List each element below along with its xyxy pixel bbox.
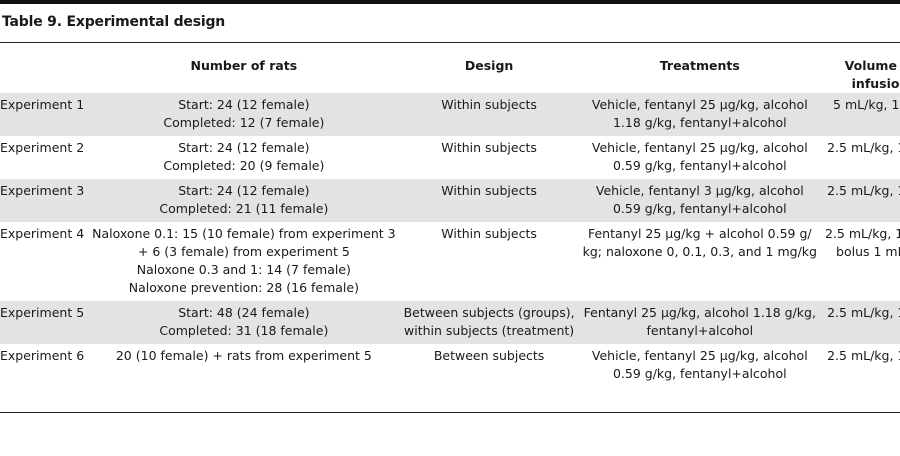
cell-volume-line: 2.5 mL/kg, 1 min: [827, 348, 900, 363]
cell-number-of-rats-line: Naloxone 0.3 and 1: 14 (7 female): [136, 262, 351, 277]
header-design: Design: [464, 58, 514, 73]
cell-treatments: Vehicle, fentanyl 25 μg/kg, alcohol 0.59 …: [579, 136, 821, 179]
cell-experiment: Experiment 2: [0, 140, 85, 155]
cell-design: Within subjects: [399, 93, 579, 136]
cell-volume: 2.5 mL/kg, 1 min: [821, 136, 900, 179]
cell-design: Between subjects: [400, 344, 579, 387]
cell-treatments-line: 0.59 g/kg, fentanyl+alcohol: [612, 158, 787, 173]
cell-experiment: Experiment 1: [0, 93, 89, 136]
cell-volume-line: 2.5 mL/kg, 1 min: [827, 140, 900, 155]
cell-number-of-rats-line: Completed: 20 (9 female): [163, 158, 325, 173]
cell-treatments-line: 0.59 g/kg, fentanyl+alcohol: [612, 201, 787, 216]
cell-treatments-line: Vehicle, fentanyl 25 μg/kg, alcohol: [591, 140, 808, 155]
cell-experiment: Experiment 3: [0, 179, 89, 222]
cell-number-of-rats-line: Naloxone 0.1: 15 (10 female) from experi…: [92, 226, 396, 241]
cell-treatments: Vehicle, fentanyl 25 μg/kg, alcohol 0.59 …: [579, 344, 821, 387]
header-treatments: Treatments: [659, 58, 740, 73]
cell-number-of-rats: Naloxone 0.1: 15 (10 female) from experi…: [88, 222, 399, 301]
cell-number-of-rats-line: 20 (10 female) + rats from experiment 5: [115, 348, 372, 363]
cell-number-of-rats: Start: 24 (12 female) Completed: 21 (11 f…: [88, 179, 400, 222]
table-row: Experiment 2 Start: 24 (12 female) Complet…: [0, 136, 900, 179]
cell-number-of-rats-line: Start: 24 (12 female): [178, 183, 310, 198]
cell-treatments-line: Vehicle, fentanyl 25 μg/kg, alcohol: [591, 97, 808, 112]
cell-design: Between subjects (groups), within subject…: [399, 301, 579, 344]
cell-volume-line: 2.5 mL/kg, 1 min: [827, 305, 900, 320]
table-row: Experiment 6 20 (10 female) + rats from e…: [0, 344, 900, 387]
cell-number-of-rats-line: Start: 24 (12 female): [178, 97, 310, 112]
cell-design-line: Within subjects: [441, 97, 537, 112]
cell-treatments-line: 0.59 g/kg, fentanyl+alcohol: [612, 366, 787, 381]
cell-number-of-rats-line: Start: 48 (24 female): [178, 305, 310, 320]
cell-volume-line: 5 mL/kg, 1 min: [833, 97, 900, 112]
table-row: Experiment 4 Naloxone 0.1: 15 (10 female)…: [0, 222, 900, 301]
cell-number-of-rats: Start: 48 (24 female) Completed: 31 (18 f…: [88, 301, 400, 344]
cell-experiment: Experiment 6: [0, 348, 85, 363]
cell-treatments-line: Vehicle, fentanyl 25 μg/kg, alcohol: [591, 348, 808, 363]
cell-number-of-rats: 20 (10 female) + rats from experiment 5: [88, 344, 399, 387]
table-body: Experiment 1 Start: 24 (12 female) Complet…: [0, 93, 900, 387]
experimental-design-table: Number of rats Design Treatments Volume …: [0, 52, 900, 387]
cell-design-line: Within subjects: [441, 226, 537, 241]
header-experiment: [0, 52, 88, 93]
table-row: Experiment 3 Start: 24 (12 female) Complet…: [0, 179, 900, 222]
cell-volume-line: 2.5 mL/kg, 1 min: [827, 183, 900, 198]
table-row: Experiment 5 Start: 48 (24 female) Complet…: [0, 301, 900, 344]
cell-treatments-line: kg; naloxone 0, 0.1, 0.3, and 1 mg/kg: [582, 244, 817, 259]
cell-volume: 2.5 mL/kg, 1 min; bolus 1 mL/kg: [821, 222, 900, 301]
cell-number-of-rats: Start: 24 (12 female) Completed: 12 (7 fe…: [88, 93, 400, 136]
bottom-rule: [0, 412, 900, 413]
cell-volume: 2.5 mL/kg, 1 min: [820, 301, 900, 344]
cell-number-of-rats-line: Completed: 21 (11 female): [159, 201, 329, 216]
cell-design: Within subjects: [400, 222, 579, 301]
cell-volume-line: 2.5 mL/kg, 1 min;: [824, 226, 900, 241]
cell-number-of-rats-line: Start: 24 (12 female): [178, 140, 310, 155]
cell-treatments: Fentanyl 25 μg/kg + alcohol 0.59 g/kg; n…: [579, 222, 821, 301]
cell-number-of-rats-line: + 6 (3 female) from experiment 5: [137, 244, 350, 259]
cell-volume: 5 mL/kg, 1 min: [820, 93, 900, 136]
cell-design-line: Within subjects: [441, 183, 537, 198]
cell-treatments-line: 1.18 g/kg, fentanyl+alcohol: [612, 115, 787, 130]
cell-experiment: Experiment 4: [0, 226, 85, 241]
cell-volume-line: bolus 1 mL/kg: [836, 244, 900, 259]
cell-experiment: Experiment 5: [0, 301, 89, 344]
table-caption: Table 9. Experimental design: [2, 14, 226, 30]
caption-rule: [0, 42, 900, 43]
header-row: Number of rats Design Treatments Volume …: [0, 52, 900, 93]
cell-design-line: Between subjects (groups),: [403, 305, 575, 320]
cell-volume: 2.5 mL/kg, 1 min: [821, 344, 900, 387]
cell-design-line: within subjects (treatment): [404, 323, 575, 338]
top-rule: [0, 0, 900, 4]
table-row: Experiment 1 Start: 24 (12 female) Complet…: [0, 93, 900, 136]
cell-design: Within subjects: [399, 179, 579, 222]
cell-design-line: Within subjects: [441, 140, 537, 155]
cell-treatments: Vehicle, fentanyl 3 μg/kg, alcohol 0.59 g…: [578, 179, 821, 222]
header-number-of-rats: Number of rats: [190, 58, 298, 73]
cell-number-of-rats-line: Completed: 12 (7 female): [163, 115, 325, 130]
cell-number-of-rats-line: Completed: 31 (18 female): [159, 323, 329, 338]
cell-treatments-line: Fentanyl 25 μg/kg + alcohol 0.59 g/: [587, 226, 812, 241]
cell-treatments-line: fentanyl+alcohol: [646, 323, 754, 338]
cell-number-of-rats-line: Naloxone prevention: 28 (16 female): [128, 280, 359, 295]
cell-design: Within subjects: [400, 136, 579, 179]
cell-treatments-line: Vehicle, fentanyl 3 μg/kg, alcohol: [595, 183, 804, 198]
header-volume-of-infusion: Volume of infusion: [844, 58, 900, 91]
cell-treatments: Fentanyl 25 μg/kg, alcohol 1.18 g/kg, fen…: [578, 301, 821, 344]
cell-volume: 2.5 mL/kg, 1 min: [820, 179, 900, 222]
cell-number-of-rats: Start: 24 (12 female) Completed: 20 (9 fe…: [88, 136, 399, 179]
cell-treatments-line: Fentanyl 25 μg/kg, alcohol 1.18 g/kg,: [583, 305, 816, 320]
cell-design-line: Between subjects: [433, 348, 545, 363]
cell-treatments: Vehicle, fentanyl 25 μg/kg, alcohol 1.18 …: [578, 93, 821, 136]
